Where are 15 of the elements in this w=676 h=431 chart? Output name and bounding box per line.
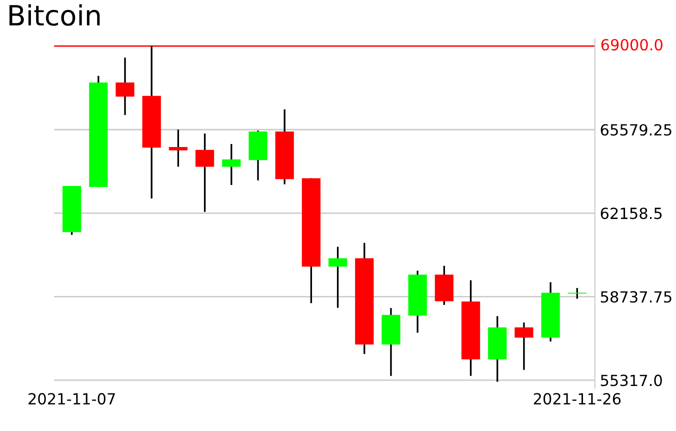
y-tick-label: 62158.5 — [600, 208, 662, 220]
candlestick — [195, 132, 214, 213]
candlestick — [514, 322, 534, 371]
ref-line-label: 69000.0 — [601, 38, 662, 51]
candlestick — [116, 56, 134, 116]
candlestick — [568, 287, 586, 300]
x-tick-label: 2021-11-26 — [534, 393, 621, 405]
chart-title: Bitcoin — [9, 4, 100, 26]
y-tick-label: 65579.25 — [600, 124, 672, 136]
x-tick-label: 2021-11-07 — [28, 393, 115, 405]
candlestick — [222, 143, 241, 186]
candlestick — [168, 128, 188, 168]
y-tick-label: 55317.0 — [600, 374, 662, 386]
candlestick — [328, 246, 348, 309]
y-tick-label: 58737.75 — [600, 291, 672, 303]
